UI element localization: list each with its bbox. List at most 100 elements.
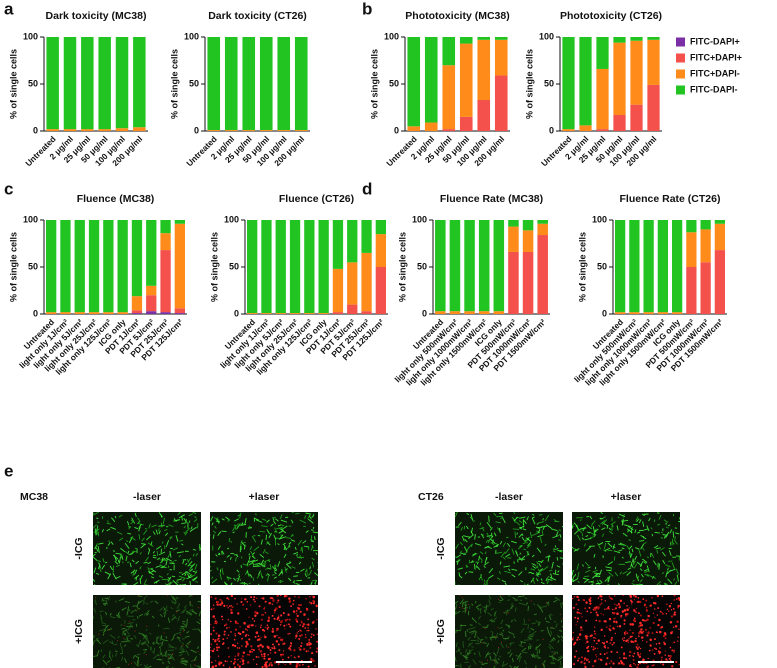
green-cell [179,661,183,664]
red-cell [613,619,615,622]
green-cell [223,581,229,585]
green-cell [512,596,516,600]
green-cell [150,568,157,573]
green-cell [523,660,527,665]
green-cell [477,622,481,626]
bar-segment [700,229,711,263]
column-label: +laser [611,491,642,503]
green-cell [460,527,463,531]
green-cell [632,579,635,582]
red-cell [588,661,591,663]
red-cell [308,639,311,641]
green-cell [100,617,103,622]
green-cell [186,618,188,626]
red-cell [222,638,225,641]
bar-segment [424,122,438,131]
green-cell [269,564,272,570]
green-cell [126,540,129,543]
green-cell [520,555,526,560]
green-cell [520,580,523,583]
green-cell [135,560,139,565]
green-cell [169,551,172,558]
red-cell [609,629,612,632]
green-cell [455,584,456,585]
green-cell [574,573,577,577]
red-cell [279,624,282,626]
red-cell [665,612,668,615]
red-cell [623,609,627,612]
legend-swatch [676,69,685,79]
green-cell [120,646,124,653]
red-cell [236,603,238,605]
green-cell [466,652,469,656]
bar-segment [375,234,386,267]
red-cell [617,602,620,605]
red-cell [625,657,628,660]
legend-label: FITC+DAPI- [690,68,740,78]
red-cell [605,663,608,666]
bar-segment [160,250,171,313]
red-cell [592,648,595,651]
green-cell [556,556,559,561]
green-cell [131,559,135,563]
red-cell [615,620,618,624]
green-cell [466,513,470,515]
red-cell [312,599,315,603]
green-cell [167,643,174,648]
green-cell [475,565,481,571]
green-cell [458,558,461,561]
green-cell [561,638,563,643]
green-cell [166,573,169,576]
red-cell [225,627,228,629]
bar-segment [424,37,438,123]
green-cell [121,607,127,611]
y-tick-label: 100 [23,31,38,41]
green-cell [486,522,492,529]
green-cell [475,565,478,569]
bar-segment [146,295,157,312]
red-cell [273,647,276,650]
red-cell [270,664,273,667]
green-cell [555,623,558,628]
green-cell [267,567,271,570]
green-cell [164,650,168,657]
bar-segment [522,251,534,314]
red-cell [576,617,580,620]
red-cell [669,646,672,649]
green-cell [170,637,175,641]
green-cell [499,561,502,565]
red-cell [98,633,100,635]
green-cell [126,561,130,564]
green-cell [666,569,672,575]
green-cell [455,611,457,616]
green-cell [143,650,147,655]
green-cell [544,543,547,547]
red-cell [572,636,574,638]
green-cell [184,527,190,533]
red-cell [261,645,263,647]
green-cell [559,557,563,559]
green-cell [178,653,183,657]
green-cell [549,569,553,572]
red-cell [253,596,256,599]
green-cell [180,658,185,660]
bar-segment [579,125,592,131]
red-cell [624,613,628,616]
green-cell [212,534,215,539]
red-cell [630,666,633,668]
green-cell [215,554,218,557]
red-cell [237,612,240,615]
green-cell [273,576,277,579]
bar-segment [508,220,519,227]
green-cell [572,546,574,550]
red-cell [610,637,613,640]
green-cell [158,525,165,527]
green-cell [657,523,661,526]
red-cell [295,635,298,638]
red-cell [592,665,595,668]
red-cell [241,655,245,658]
green-cell [186,640,192,645]
red-cell [214,597,217,600]
green-cell [303,525,306,528]
green-cell [652,560,657,566]
